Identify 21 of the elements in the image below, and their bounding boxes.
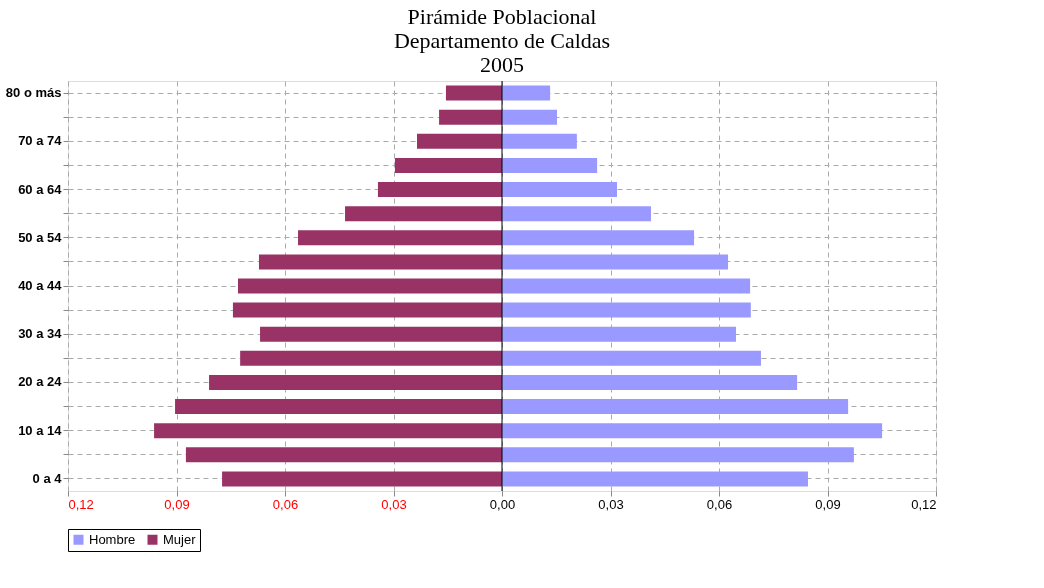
x-tick-label: 0,03 — [381, 496, 407, 512]
x-tick-label: 0,12 — [68, 496, 94, 512]
y-tick-label: 70 a 74 — [18, 133, 63, 149]
legend-label: Hombre — [89, 531, 136, 547]
y-tick-label: 30 a 34 — [18, 326, 63, 342]
y-tick-label: 80 o más — [5, 85, 62, 101]
x-tick-label: 0,06 — [272, 496, 299, 512]
x-tick-label: 0,09 — [815, 496, 841, 512]
x-tick-label: 0,03 — [598, 496, 624, 512]
y-tick-label: 50 a 54 — [18, 229, 63, 245]
chart-title: Pirámide Poblacional Departamento de Caldas 2005 — [393, 3, 611, 77]
x-tick-label: 0,00 — [489, 496, 516, 512]
y-tick-label: 40 a 44 — [18, 278, 63, 293]
x-tick-label: 0,06 — [706, 496, 733, 512]
y-tick-label: 20 a 24 — [18, 374, 63, 390]
x-tick-label: 0,12 — [911, 496, 937, 512]
y-tick-label: 10 a 14 — [18, 422, 63, 438]
legend-label: Mujer — [163, 531, 197, 547]
y-tick-label: 0 a 4 — [32, 470, 63, 486]
y-tick-label: 60 a 64 — [18, 181, 63, 197]
x-tick-label: 0,09 — [164, 496, 190, 512]
